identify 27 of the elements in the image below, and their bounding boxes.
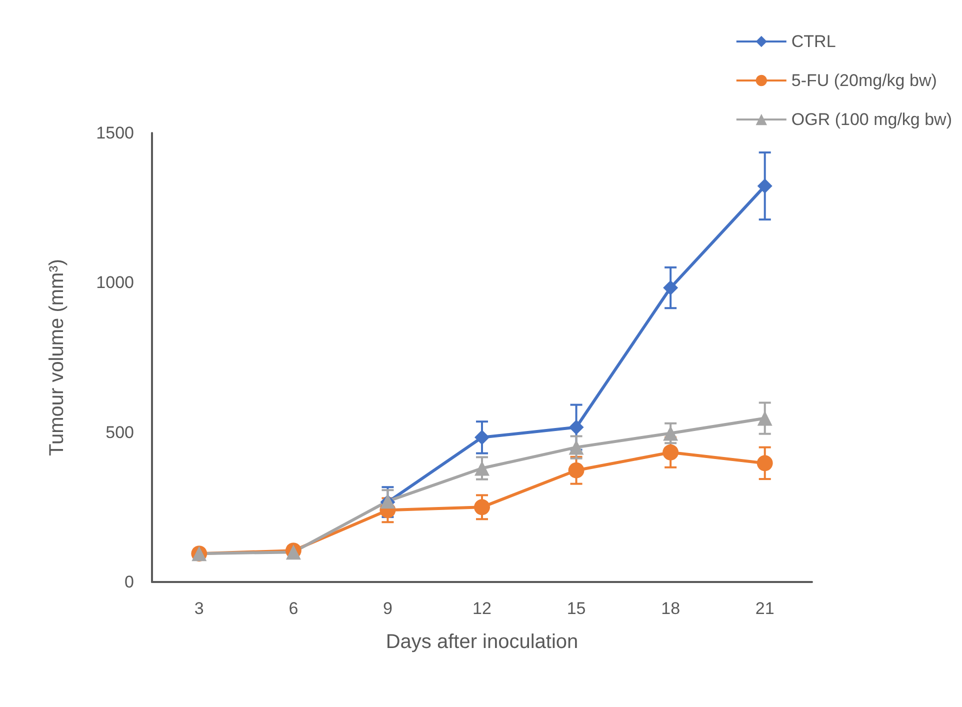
point (757, 410, 772, 426)
x-axis-title: Days after inoculation (386, 631, 578, 653)
x-tick-label: 9 (382, 599, 392, 618)
x-tick-label: 12 (472, 599, 492, 618)
point (474, 499, 490, 516)
point (663, 280, 678, 296)
y-axis-title: Tumour volume (mm³) (46, 258, 68, 456)
point (757, 178, 772, 194)
point (568, 462, 584, 478)
point (663, 426, 678, 441)
y-tick-label: 1500 (96, 124, 134, 142)
y-tick-label: 1000 (96, 273, 134, 292)
x-tick-label: 21 (755, 599, 774, 618)
legend-label: 5-FU (20mg/kg bw) (791, 71, 937, 90)
x-tick-label: 6 (288, 599, 298, 618)
point (474, 430, 490, 445)
legend-label: OGR (100 mg/kg bw) (791, 110, 952, 129)
point (568, 420, 584, 435)
x-tick-label: 3 (194, 599, 204, 618)
y-tick-label: 0 (124, 572, 134, 592)
legend-label: CTRL (791, 32, 836, 51)
point (568, 440, 584, 455)
point (756, 455, 773, 472)
x-tick-label: 18 (661, 599, 680, 618)
point (662, 444, 679, 460)
y-tick-label: 500 (106, 422, 134, 442)
x-tick-label: 15 (566, 599, 586, 618)
